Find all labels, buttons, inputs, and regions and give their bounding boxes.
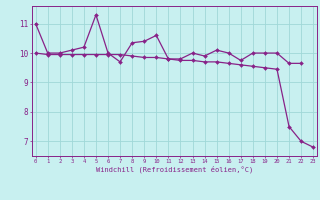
X-axis label: Windchill (Refroidissement éolien,°C): Windchill (Refroidissement éolien,°C) (96, 166, 253, 173)
